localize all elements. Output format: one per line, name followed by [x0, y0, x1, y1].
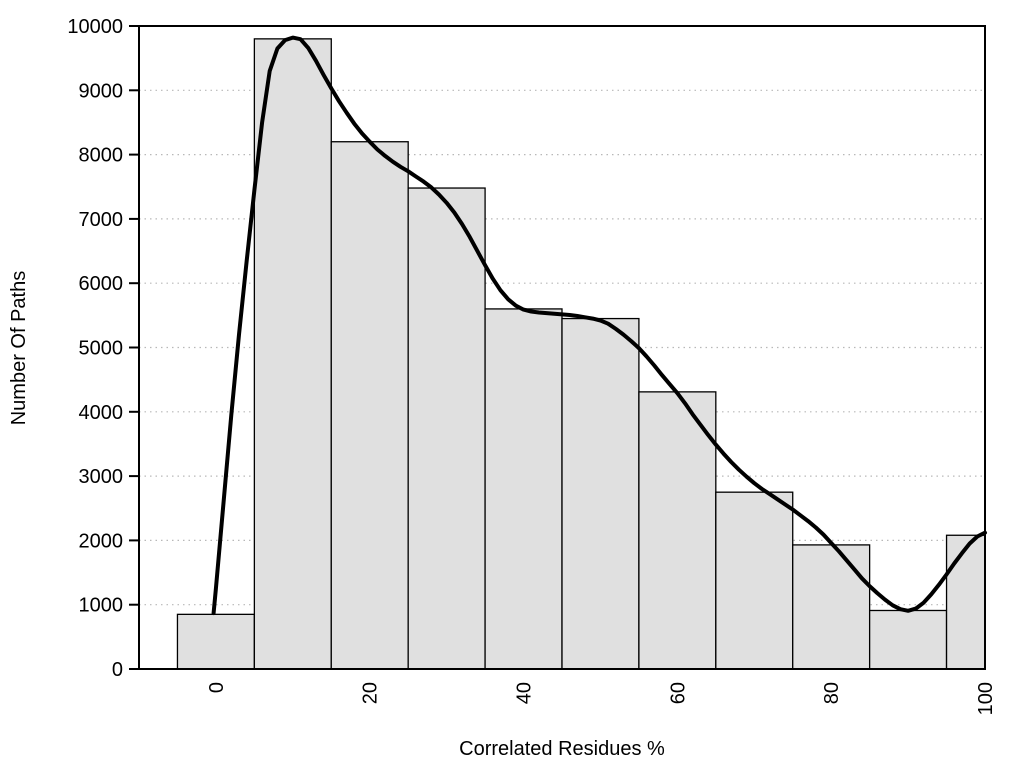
x-tick-label: 60 [667, 682, 689, 704]
y-tick-label: 10000 [67, 16, 123, 38]
x-tick-label: 80 [821, 682, 843, 704]
histogram-bar [561, 317, 640, 670]
histogram-bar [868, 609, 948, 670]
y-tick-label: 8000 [79, 145, 124, 167]
x-tick-label: 20 [360, 682, 382, 704]
histogram-bar [945, 534, 986, 670]
y-tick-label: 7000 [79, 209, 124, 231]
x-tick-label: 100 [975, 682, 997, 715]
y-tick-label: 2000 [79, 530, 124, 552]
x-tick-label: 0 [206, 682, 228, 693]
histogram-bar [484, 308, 563, 670]
y-tick-label: 3000 [79, 466, 124, 488]
y-tick-label: 9000 [79, 80, 124, 102]
histogram-bar [792, 544, 871, 670]
histogram-bar [407, 187, 486, 670]
x-axis-label: Correlated Residues % [459, 738, 665, 760]
x-tick-label: 40 [514, 682, 536, 704]
histogram-bar [715, 491, 794, 670]
histogram-bar [176, 613, 256, 670]
y-tick-label: 0 [112, 659, 123, 681]
density-curve [211, 35, 987, 616]
y-tick-label: 6000 [79, 273, 124, 295]
y-tick-label: 1000 [79, 595, 124, 617]
histogram-bar [330, 141, 409, 670]
y-tick-label: 5000 [79, 338, 124, 360]
y-axis-label: Number Of Paths [8, 270, 30, 426]
histogram-bar [253, 38, 332, 670]
histogram-bar [638, 391, 717, 670]
y-tick-label: 4000 [79, 402, 124, 424]
